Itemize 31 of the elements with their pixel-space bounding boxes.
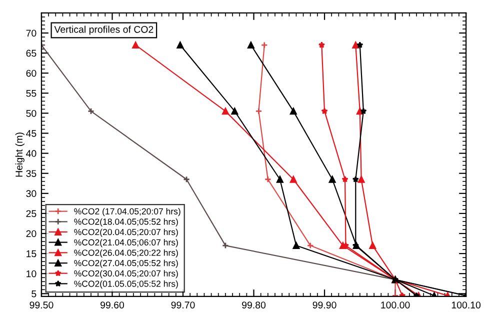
x-tick-label: 100.00 — [381, 302, 410, 308]
y-tick-label: 10 — [26, 270, 36, 278]
annotation: Vertical profiles of CO2 — [54, 26, 154, 35]
y-tick-label: 25 — [26, 210, 36, 218]
y-tick-label: 40 — [26, 150, 36, 157]
legend-label: %CO2(26.04.05;20:22 hrs) — [74, 249, 178, 258]
x-tick-label: 99.60 — [100, 302, 124, 308]
x-tick-label: 99.90 — [312, 302, 336, 308]
x-tick-label: 100.10 — [452, 302, 481, 308]
legend-label: %CO2 (17.04.05;20:07 hrs) — [74, 208, 180, 216]
x-tick-label: 99.70 — [171, 302, 195, 308]
legend-label: %CO2(01.05.05;05:52 hrs) — [74, 280, 178, 289]
y-tick-label: 60 — [26, 70, 36, 77]
y-tick-label: 5 — [32, 290, 36, 298]
legend-label: %CO2(30.04.05;20:07 hrs) — [74, 270, 178, 278]
y-tick-label: 15 — [26, 250, 36, 258]
y-axis-title: Height (m) — [15, 132, 24, 177]
y-tick-label: 30 — [26, 190, 36, 198]
legend-label: %CO2(18.04.05;05:52 hrs) — [74, 218, 178, 227]
y-tick-label: 20 — [26, 230, 36, 238]
y-tick-label: 35 — [26, 170, 36, 177]
x-tick-label: 99.50 — [30, 302, 54, 308]
y-tick-label: 70 — [26, 30, 36, 37]
x-tick-label: 99.80 — [242, 302, 266, 308]
y-tick-label: 55 — [26, 90, 36, 97]
legend-label: %CO2(21.04.05;06:07 hrs) — [74, 239, 178, 248]
legend-label: %CO2(27.04.05;05:52 hrs) — [74, 260, 178, 268]
y-tick-label: 45 — [26, 130, 36, 137]
y-tick-label: 50 — [26, 110, 36, 117]
legend-label: %CO2(20.04.05;20:07 hrs) — [74, 228, 178, 237]
y-tick-label: 65 — [26, 50, 36, 57]
